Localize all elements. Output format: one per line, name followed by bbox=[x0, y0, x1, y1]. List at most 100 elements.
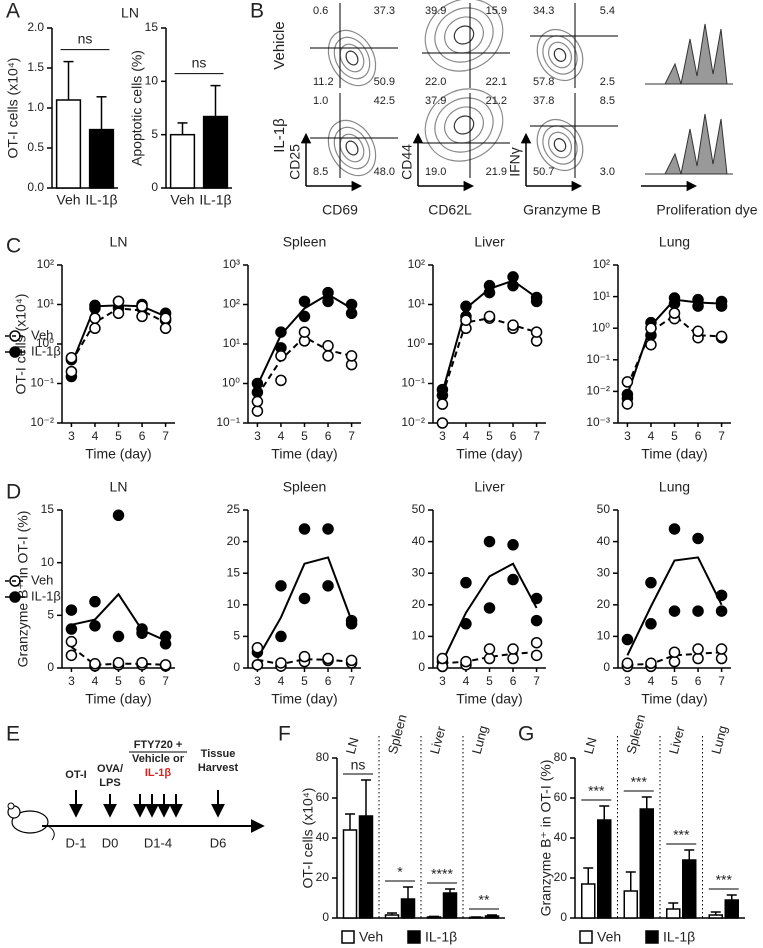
quadrant-value: 21.2 bbox=[486, 95, 507, 107]
histogram bbox=[645, 113, 733, 175]
data-point bbox=[507, 539, 519, 551]
row-label: Vehicle bbox=[271, 21, 288, 69]
data-point bbox=[645, 657, 657, 670]
data-point bbox=[692, 605, 704, 617]
data-point bbox=[483, 279, 496, 292]
panel-label: F bbox=[278, 723, 291, 746]
day-label: D-1 bbox=[66, 835, 87, 850]
data-point bbox=[112, 656, 125, 669]
bar bbox=[597, 819, 612, 919]
y-tick-label: 0 bbox=[418, 660, 425, 674]
series-line bbox=[256, 556, 353, 660]
data-point bbox=[436, 652, 449, 665]
x-tick-label: 6 bbox=[695, 674, 702, 688]
data-point bbox=[345, 350, 358, 362]
contour bbox=[339, 133, 365, 163]
data-point bbox=[251, 642, 264, 654]
y-tick-label: 0 bbox=[233, 660, 240, 674]
annotation: **** bbox=[431, 866, 453, 882]
bar bbox=[400, 898, 416, 919]
series-line bbox=[71, 592, 166, 642]
data-point bbox=[65, 604, 78, 616]
bar bbox=[724, 899, 739, 919]
x-tick-label: 7 bbox=[162, 674, 169, 688]
data-point bbox=[345, 298, 358, 311]
y-tick-label: 0.5 bbox=[27, 140, 44, 154]
data-point bbox=[621, 657, 634, 670]
bar bbox=[581, 883, 596, 919]
quadrant-value: 1.0 bbox=[313, 95, 328, 107]
axis-label: Granzyme B bbox=[523, 202, 601, 218]
data-point bbox=[645, 618, 657, 630]
data-point bbox=[507, 643, 519, 655]
annotation: ** bbox=[479, 892, 490, 908]
data-point bbox=[507, 271, 519, 283]
quadrant-value: 50.9 bbox=[374, 76, 395, 88]
data-point bbox=[483, 652, 496, 665]
data-point bbox=[136, 310, 148, 323]
category-label: Spleen bbox=[385, 713, 410, 756]
data-point bbox=[507, 573, 519, 586]
quadrant-value: 50.7 bbox=[533, 166, 554, 178]
axis-label: Proliferation dye bbox=[656, 202, 757, 218]
contour bbox=[553, 138, 567, 152]
y-tick-label: 20 bbox=[412, 597, 426, 611]
data-point bbox=[89, 299, 101, 312]
data-point bbox=[298, 592, 311, 605]
y-tick-label: 40 bbox=[412, 534, 426, 548]
data-point bbox=[483, 535, 496, 548]
data-point bbox=[112, 630, 125, 643]
y-tick-label: 30 bbox=[597, 565, 611, 579]
contour bbox=[542, 35, 578, 75]
contour bbox=[345, 140, 359, 156]
contour bbox=[444, 106, 484, 144]
category-label: LN bbox=[343, 736, 362, 756]
y-axis-label: Granzyme B⁺ in OT-I (%) bbox=[15, 511, 31, 668]
data-point bbox=[345, 654, 358, 667]
data-point bbox=[715, 589, 728, 602]
contour bbox=[434, 97, 494, 153]
x-tick-label: 4 bbox=[278, 429, 285, 443]
x-axis-label: Time (day) bbox=[641, 691, 707, 707]
y-tick-label: 20 bbox=[554, 870, 568, 884]
quadrant-value: 48.0 bbox=[374, 166, 395, 178]
x-tick-label: IL-1β bbox=[85, 192, 117, 208]
y-tick-label: 10¹ bbox=[37, 297, 54, 311]
contour bbox=[444, 16, 484, 54]
y-tick-label: 0 bbox=[151, 180, 158, 194]
data-point bbox=[460, 300, 472, 313]
day-label: D1-4 bbox=[144, 835, 172, 850]
x-tick-label: 4 bbox=[648, 429, 655, 443]
y-tick-label: 10⁻¹ bbox=[586, 352, 610, 366]
data-point bbox=[645, 576, 657, 589]
x-tick-label: 6 bbox=[510, 429, 517, 443]
panel-label: G bbox=[518, 723, 534, 746]
contour bbox=[536, 118, 584, 172]
y-tick-label: 0 bbox=[47, 660, 54, 674]
contour bbox=[453, 115, 475, 135]
step-label: Harvest bbox=[198, 762, 239, 774]
contour bbox=[453, 25, 475, 45]
y-tick-label: 0 bbox=[603, 660, 610, 674]
data-point bbox=[621, 388, 634, 401]
data-point bbox=[715, 605, 728, 617]
data-point bbox=[159, 630, 172, 643]
x-axis-label: Time (day) bbox=[85, 446, 151, 462]
y-tick-label: 15 bbox=[227, 565, 241, 579]
y-tick-label: 10⁻³ bbox=[586, 415, 610, 429]
quadrant-value: 42.5 bbox=[374, 95, 395, 107]
data-point bbox=[507, 319, 519, 331]
bar bbox=[358, 815, 374, 919]
quadrant-value: 22.1 bbox=[486, 76, 507, 88]
quadrant-value: 34.3 bbox=[533, 5, 554, 17]
x-tick-label: 7 bbox=[718, 674, 725, 688]
x-axis-label: Time (day) bbox=[85, 691, 151, 707]
data-point bbox=[89, 322, 101, 335]
data-point bbox=[298, 650, 311, 663]
bar bbox=[342, 829, 358, 919]
y-tick-label: 20 bbox=[316, 870, 330, 884]
quadrant-value: 8.5 bbox=[313, 166, 328, 178]
x-tick-label: 4 bbox=[463, 674, 470, 688]
data-point bbox=[715, 295, 728, 308]
y-tick-label: 80 bbox=[554, 750, 568, 764]
